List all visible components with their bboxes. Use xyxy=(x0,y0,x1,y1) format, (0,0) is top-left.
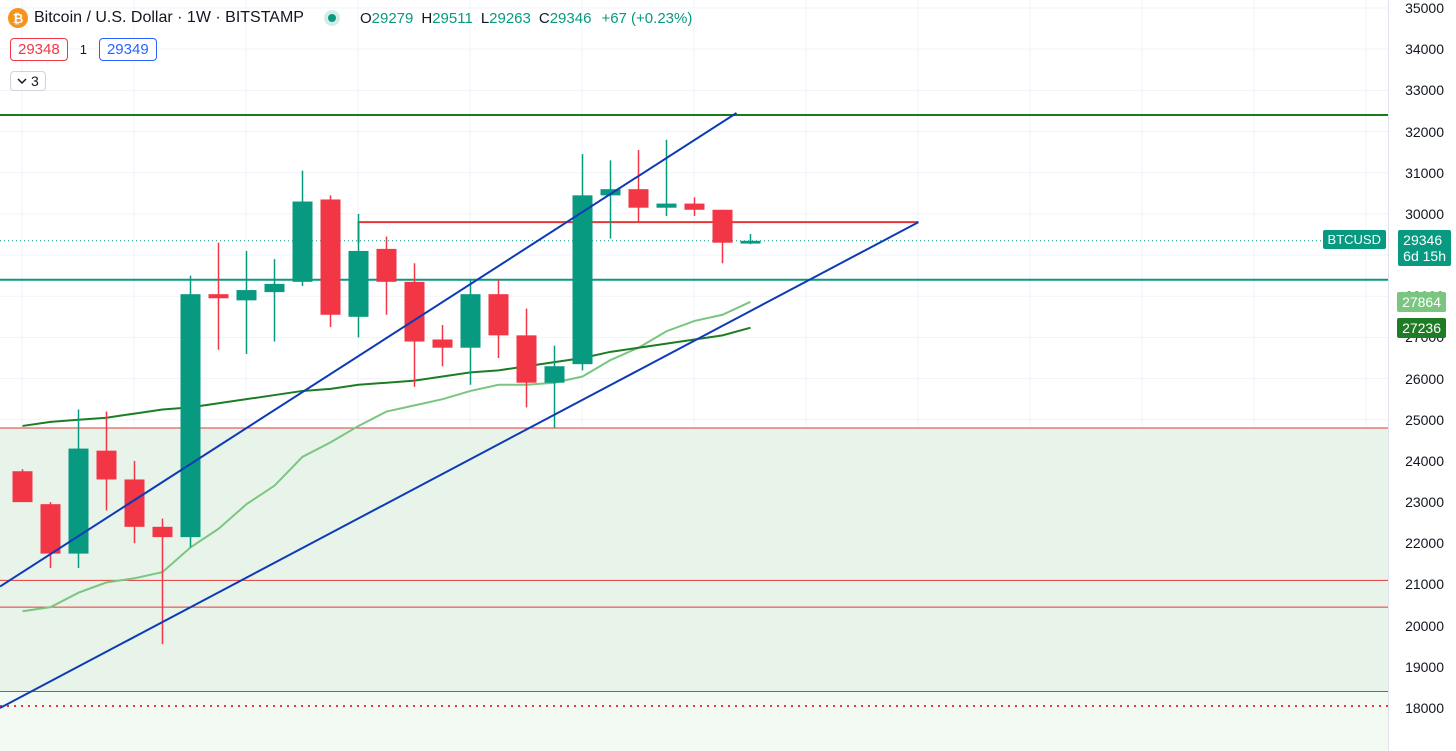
indicators-count: 3 xyxy=(31,73,39,89)
close-value: 29346 xyxy=(549,9,592,27)
price-tick-label: 25000 xyxy=(1405,411,1444,428)
low-label: L xyxy=(480,9,490,27)
low-value: 29263 xyxy=(489,9,531,27)
order-panel: 29348 1 29349 xyxy=(10,38,157,61)
trendline xyxy=(0,112,738,588)
candle-up xyxy=(236,290,257,301)
ma-slow-line xyxy=(22,326,751,427)
candle-down xyxy=(96,450,117,480)
high-value: 29511 xyxy=(432,9,473,27)
change-value: +67 (+0.23%) xyxy=(601,9,693,27)
candle-down xyxy=(12,471,33,503)
candle-down xyxy=(432,339,453,348)
candle-down xyxy=(684,203,705,210)
candle-up xyxy=(348,250,369,317)
candle-down xyxy=(516,335,537,383)
open-value: 29279 xyxy=(371,9,414,27)
open-label: O xyxy=(359,9,372,27)
chevron-down-icon xyxy=(17,78,27,85)
symbol-title[interactable]: Bitcoin / U.S. Dollar · 1W · BITSTAMP xyxy=(34,9,304,26)
candle-up xyxy=(460,294,481,348)
support-zone xyxy=(0,428,1388,692)
sell-button[interactable]: 29348 xyxy=(10,38,68,61)
ma-fast-label: 27864 xyxy=(1397,291,1446,312)
price-tick-label: 26000 xyxy=(1405,370,1444,387)
buy-button[interactable]: 29349 xyxy=(98,38,157,61)
candle-up xyxy=(656,203,677,208)
candle-down xyxy=(628,189,649,208)
candle-up xyxy=(180,294,201,538)
price-tick-label: 35000 xyxy=(1405,0,1444,16)
price-tick-label: 20000 xyxy=(1405,617,1444,634)
price-tick-label: 23000 xyxy=(1405,494,1444,511)
candle-up xyxy=(292,201,313,282)
ohlc-readout: O29279 H29511 L29263 C29346 +67 (+0.23%) xyxy=(360,10,692,27)
candle-down xyxy=(40,504,61,554)
bar-countdown: 6d 15h xyxy=(1403,247,1446,264)
resistance-level-line xyxy=(357,221,919,243)
candle-down xyxy=(712,209,733,243)
candle-up xyxy=(740,240,761,244)
candle-up xyxy=(600,189,621,196)
bitcoin-logo-icon: ₿ xyxy=(8,8,28,28)
price-tick-label: 19000 xyxy=(1405,658,1444,675)
price-tick-label: 31000 xyxy=(1405,164,1444,181)
price-tick-label: 30000 xyxy=(1405,205,1444,222)
price-tick-label: 18000 xyxy=(1405,700,1444,716)
last-price-label: 29346 6d 15h xyxy=(1398,229,1451,266)
indicators-toggle-button[interactable]: 3 xyxy=(10,71,46,91)
last-price-value: 29346 xyxy=(1403,231,1443,248)
trendline xyxy=(0,221,919,709)
candle-down xyxy=(124,479,145,527)
candle-up xyxy=(264,283,285,293)
candle-down xyxy=(208,294,229,299)
candle-down xyxy=(376,248,397,282)
price-tick-label: 33000 xyxy=(1405,82,1444,99)
ma-fast-line xyxy=(22,300,751,613)
candle-down xyxy=(320,199,341,315)
candle-up xyxy=(572,195,593,365)
candle-down xyxy=(152,526,173,538)
price-tick-label: 24000 xyxy=(1405,452,1444,469)
candle-down xyxy=(404,281,425,342)
market-status-icon[interactable] xyxy=(327,14,336,22)
spread-value: 1 xyxy=(79,42,87,57)
price-tick-label: 32000 xyxy=(1405,123,1444,140)
symbol-label: BTCUSD xyxy=(1322,229,1386,249)
close-label: C xyxy=(538,9,550,27)
price-tick-label: 34000 xyxy=(1405,41,1444,58)
candle-up xyxy=(68,448,89,554)
high-label: H xyxy=(421,9,433,27)
price-tick-label: 21000 xyxy=(1405,576,1444,593)
candle-up xyxy=(544,366,565,383)
candle-down xyxy=(488,294,509,336)
price-tick-label: 22000 xyxy=(1405,535,1444,552)
chart-header: ₿ Bitcoin / U.S. Dollar · 1W · BITSTAMP … xyxy=(8,8,692,28)
ma-slow-label: 27236 xyxy=(1397,317,1446,338)
lower-zone xyxy=(0,691,1388,751)
